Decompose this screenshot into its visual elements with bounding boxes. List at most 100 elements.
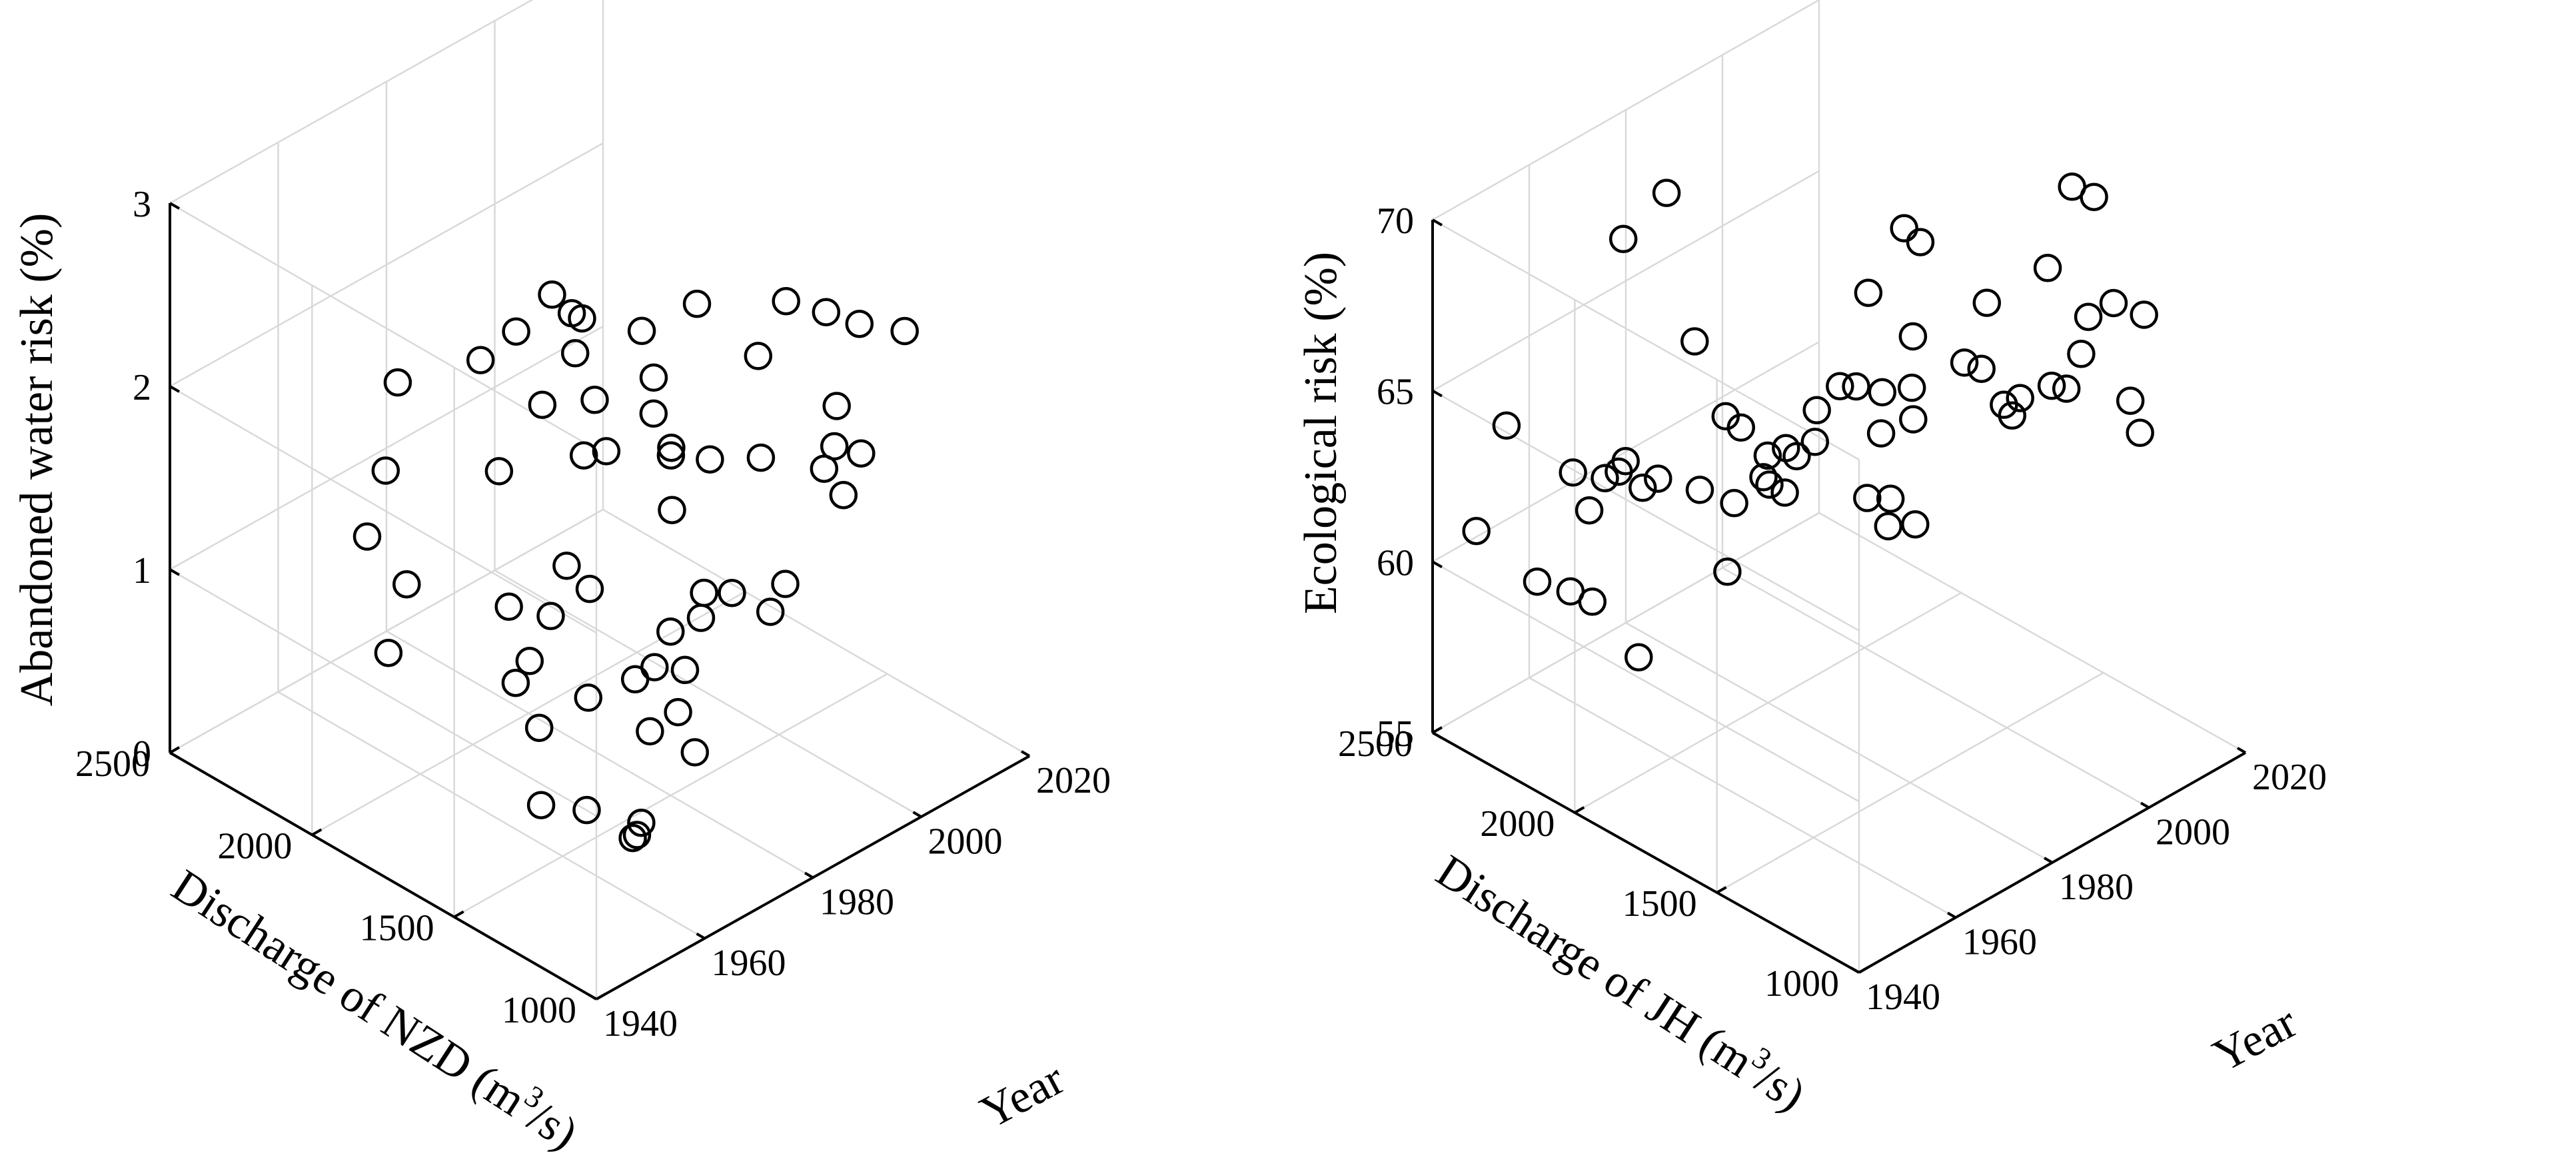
y-tick-label: 2000 bbox=[217, 825, 292, 867]
data-point bbox=[528, 390, 557, 419]
data-point bbox=[627, 808, 656, 837]
z-tick bbox=[169, 568, 180, 576]
data-point bbox=[1578, 587, 1607, 616]
data-point bbox=[664, 697, 692, 727]
data-point bbox=[494, 592, 523, 621]
data-point bbox=[574, 683, 603, 712]
x-tick bbox=[2236, 747, 2247, 754]
data-point bbox=[656, 617, 685, 646]
data-point bbox=[501, 668, 530, 697]
y-tick bbox=[311, 828, 322, 837]
data-point bbox=[1609, 224, 1638, 254]
y-tick bbox=[1432, 726, 1443, 734]
data-point bbox=[2116, 386, 2145, 415]
data-point bbox=[2074, 302, 2103, 331]
data-point bbox=[1755, 470, 1784, 499]
z-tick bbox=[1432, 389, 1443, 398]
data-point bbox=[746, 443, 776, 472]
y-tick bbox=[169, 746, 180, 754]
y-tick-label: 2500 bbox=[75, 743, 150, 785]
data-point bbox=[371, 456, 400, 485]
data-point bbox=[1782, 442, 1811, 471]
data-point bbox=[1749, 463, 1778, 492]
data-point bbox=[656, 441, 686, 470]
data-point bbox=[1998, 401, 2027, 430]
data-point bbox=[484, 457, 514, 486]
data-point bbox=[620, 665, 650, 694]
z-tick-label: 1 bbox=[133, 550, 151, 591]
data-point bbox=[822, 392, 851, 420]
data-point bbox=[682, 289, 712, 318]
y-axis-line bbox=[169, 751, 598, 1000]
z-tick bbox=[1432, 560, 1443, 569]
data-point bbox=[1972, 288, 2002, 317]
data-point bbox=[526, 791, 556, 819]
data-point bbox=[1713, 558, 1742, 586]
data-point bbox=[639, 363, 668, 392]
z-tick bbox=[1432, 731, 1443, 739]
data-point bbox=[744, 342, 773, 370]
data-point bbox=[569, 441, 598, 470]
data-point bbox=[560, 339, 590, 368]
data-point bbox=[1559, 458, 1587, 487]
data-point bbox=[2130, 300, 2158, 329]
data-point bbox=[1890, 214, 1918, 242]
z-tick-label: 65 bbox=[1377, 372, 1414, 413]
data-point bbox=[622, 821, 652, 849]
x-tick bbox=[1850, 967, 1860, 974]
gridline-x-floor bbox=[1818, 512, 2246, 754]
data-point bbox=[1492, 411, 1521, 440]
y-tick bbox=[1574, 806, 1585, 814]
data-point bbox=[1611, 447, 1640, 476]
data-point bbox=[1753, 441, 1782, 470]
gridline-z-left-wall bbox=[169, 385, 597, 634]
data-point bbox=[1853, 484, 1882, 512]
data-point bbox=[1680, 327, 1709, 356]
data-point bbox=[1899, 405, 1928, 434]
data-point bbox=[374, 638, 403, 667]
data-point bbox=[618, 823, 647, 853]
x-tick bbox=[696, 933, 706, 940]
z-tick bbox=[1432, 218, 1443, 226]
z-axis-label: Ecological risk (%) bbox=[1295, 252, 1347, 614]
data-point bbox=[657, 433, 686, 462]
z-tick-label: 60 bbox=[1377, 542, 1414, 583]
data-point bbox=[1898, 322, 1928, 351]
gridline-z-left-wall bbox=[1432, 561, 1860, 803]
data-point bbox=[2080, 183, 2108, 211]
x-tick-label: 2020 bbox=[2252, 757, 2327, 798]
data-point bbox=[502, 317, 530, 346]
y-tick bbox=[453, 910, 464, 919]
data-point bbox=[1906, 228, 1935, 256]
data-point bbox=[639, 399, 668, 428]
data-point bbox=[592, 437, 621, 466]
data-point bbox=[1967, 354, 1996, 383]
x-tick-label: 2000 bbox=[2156, 812, 2230, 853]
data-point bbox=[1523, 567, 1552, 596]
gridline-x-floor bbox=[1529, 677, 1956, 919]
data-point bbox=[772, 286, 800, 316]
gridline-z-left-wall bbox=[169, 202, 597, 451]
x-axis-label: Year bbox=[2205, 996, 2305, 1082]
data-point bbox=[718, 578, 746, 607]
data-point bbox=[690, 578, 718, 607]
data-point bbox=[1854, 278, 1883, 307]
data-point bbox=[1842, 372, 1870, 401]
data-point bbox=[2037, 371, 2066, 400]
data-point bbox=[1652, 179, 1681, 207]
y-axis-line bbox=[1432, 731, 1860, 974]
data-point bbox=[686, 603, 716, 632]
data-point bbox=[680, 738, 710, 767]
data-point bbox=[658, 496, 686, 524]
data-point bbox=[847, 439, 876, 468]
data-point bbox=[1711, 402, 1740, 431]
y-tick bbox=[596, 992, 606, 1000]
gridline-x-floor bbox=[386, 630, 814, 879]
data-point bbox=[829, 480, 858, 510]
data-point bbox=[1874, 512, 1903, 541]
data-point bbox=[1800, 428, 1830, 456]
y-tick-label: 1000 bbox=[502, 990, 576, 1031]
data-point bbox=[1897, 373, 1926, 402]
data-point bbox=[812, 298, 841, 326]
